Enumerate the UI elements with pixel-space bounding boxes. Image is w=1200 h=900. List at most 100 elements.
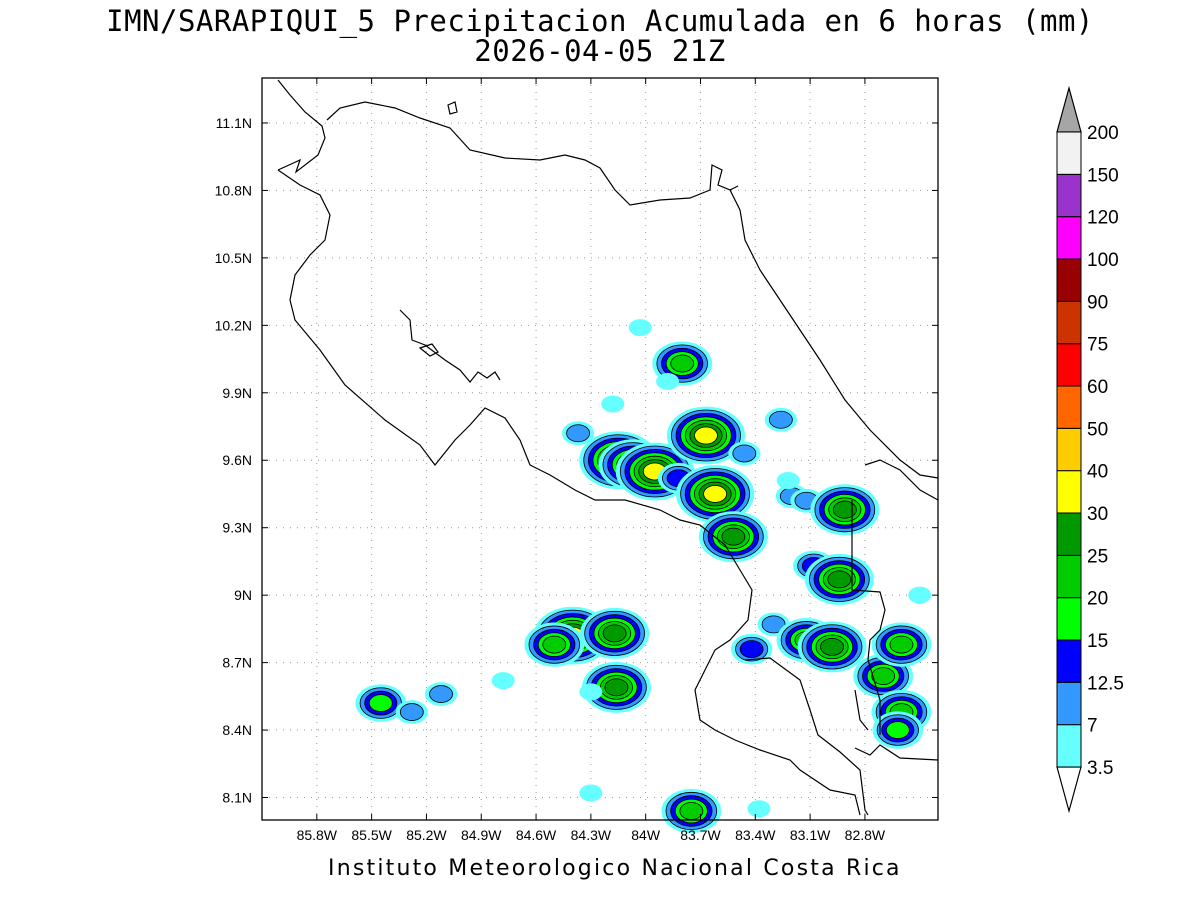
precip-contour xyxy=(908,586,932,604)
precip-cell xyxy=(524,622,585,667)
lon-tick-label: 84W xyxy=(631,827,661,843)
precip-contour xyxy=(820,637,844,656)
colorbar-swatch xyxy=(1056,258,1082,302)
colorbar-label: 20 xyxy=(1087,589,1108,610)
colorbar-label: 60 xyxy=(1087,377,1108,398)
map-title: IMN/SARAPIQUI_5 Precipitacion Acumulada … xyxy=(106,4,1094,38)
lon-tick-label: 85.5W xyxy=(351,827,392,843)
precip-cell xyxy=(580,607,650,659)
coastline xyxy=(277,79,939,816)
colorbar-label: 12.5 xyxy=(1087,673,1124,694)
precip-contour xyxy=(399,703,424,721)
colorbar-label: 120 xyxy=(1087,208,1119,229)
colorbar-label: 3.5 xyxy=(1087,758,1113,779)
precip-contour xyxy=(604,678,629,697)
precip-cell xyxy=(872,711,924,749)
precip-cell xyxy=(579,683,603,701)
footer-credit: Instituto Meteorologico Nacional Costa R… xyxy=(328,856,902,881)
precip-cell xyxy=(730,633,773,665)
precip-contour xyxy=(491,672,515,690)
precip-contour xyxy=(601,395,625,413)
precip-cell xyxy=(355,684,407,722)
precip-cell xyxy=(395,700,428,724)
lat-tick-label: 10.2N xyxy=(215,317,252,333)
precip-contour xyxy=(761,615,786,634)
lat-tick-label: 8.1N xyxy=(222,790,252,806)
lon-tick-label: 85.8W xyxy=(297,827,338,843)
precip-cell xyxy=(797,621,867,673)
colorbar-label: 150 xyxy=(1087,165,1119,186)
precip-contour xyxy=(579,784,603,802)
colorbar-swatch xyxy=(1056,300,1082,345)
precip-contour xyxy=(747,800,771,818)
lat-tick-label: 10.8N xyxy=(215,182,252,198)
precip-contour xyxy=(703,485,728,503)
colorbar-over-arrow xyxy=(1056,85,1082,133)
precip-cell xyxy=(628,319,652,337)
precip-contour xyxy=(368,694,393,712)
precip-cell xyxy=(601,395,625,413)
precip-contour xyxy=(889,635,914,654)
map-subtitle: 2026-04-05 21Z xyxy=(474,34,726,68)
precip-cell xyxy=(581,661,651,713)
precip-cell xyxy=(747,800,771,818)
precip-contour xyxy=(827,570,852,589)
lon-tick-label: 84.9W xyxy=(461,827,502,843)
lon-tick-label: 84.6W xyxy=(516,827,557,843)
colorbar-under-arrow xyxy=(1056,766,1082,814)
precip-cell xyxy=(676,465,755,523)
precip-contour xyxy=(776,471,800,489)
precip-cell xyxy=(657,462,700,494)
precip-contour xyxy=(566,424,590,443)
colorbar-swatch xyxy=(1056,427,1082,472)
colorbar-swatch xyxy=(1056,639,1082,683)
precip-cell xyxy=(908,586,932,604)
colorbar-swatch xyxy=(1056,597,1082,641)
lon-tick-label: 83.1W xyxy=(790,827,831,843)
map-frame xyxy=(261,77,939,821)
precip-cell xyxy=(561,421,595,446)
colorbar-swatch xyxy=(1056,724,1082,768)
lat-tick-label: 8.4N xyxy=(222,722,252,738)
precip-contour xyxy=(542,635,567,654)
colorbar-label: 50 xyxy=(1087,419,1108,440)
precip-cell xyxy=(652,341,713,386)
colorbar-swatch xyxy=(1056,385,1082,429)
precip-contour xyxy=(694,426,718,445)
colorbar-swatch xyxy=(1056,681,1082,726)
colorbar-label: 25 xyxy=(1087,546,1108,567)
precip-cell xyxy=(698,511,768,563)
lat-tick-label: 9.6N xyxy=(222,452,252,468)
colorbar-label: 40 xyxy=(1087,462,1108,483)
precip-contour xyxy=(656,373,680,391)
precip-contour xyxy=(670,354,695,373)
precip-cell xyxy=(579,784,603,802)
precip-cell xyxy=(804,553,874,605)
precip-cell xyxy=(764,407,797,432)
colorbar: 3.5 7 12.5 15 20 25 30 40 50 60 75 90 100 120 150 200 xyxy=(1056,85,1124,814)
lon-tick-label: 83.4W xyxy=(735,827,776,843)
precip-cell xyxy=(491,672,515,690)
precip-cell xyxy=(656,373,680,391)
lon-tick-label: 83.7W xyxy=(680,827,721,843)
precip-cell xyxy=(424,682,458,706)
precip-contour xyxy=(871,667,896,685)
lat-tick-label: 8.7N xyxy=(222,655,252,671)
lat-tick-label: 9.9N xyxy=(222,385,252,401)
lon-tick-label: 85.2W xyxy=(406,827,447,843)
precip-contour xyxy=(832,500,857,519)
precip-contour xyxy=(768,410,793,429)
precip-contour xyxy=(739,640,764,659)
colorbar-label: 75 xyxy=(1087,335,1108,356)
colorbar-swatch xyxy=(1056,131,1082,175)
precip-cell xyxy=(871,622,932,667)
precipitation-field xyxy=(355,319,932,834)
precip-cell xyxy=(810,484,880,536)
precip-contour xyxy=(721,527,746,546)
colorbar-swatch xyxy=(1056,343,1082,387)
precip-contour xyxy=(679,802,704,820)
colorbar-label: 15 xyxy=(1087,631,1108,652)
precip-cell xyxy=(666,406,746,465)
precip-contour xyxy=(732,444,757,463)
precip-contour xyxy=(429,685,453,703)
